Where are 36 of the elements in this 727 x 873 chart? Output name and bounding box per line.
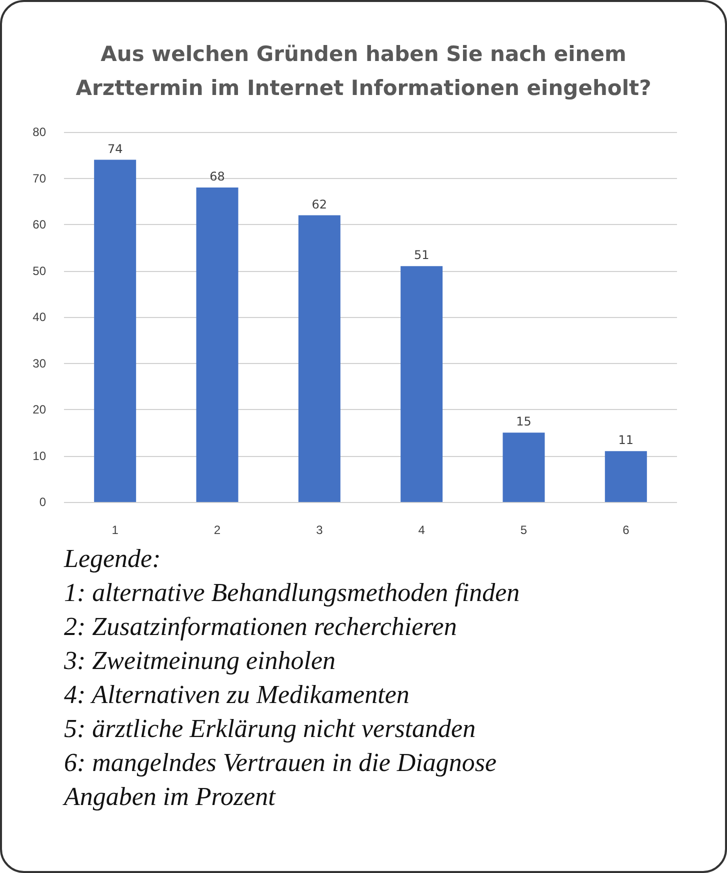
x-tick-label: 4 <box>418 523 426 537</box>
y-tick-label: 80 <box>32 125 46 139</box>
text: Angaben im Prozent <box>64 781 277 813</box>
text: 4: Alternativen zu Medikamenten <box>64 679 410 711</box>
text: Legende: <box>64 543 162 575</box>
y-tick-label: 0 <box>39 495 46 509</box>
data-label: 62 <box>312 197 328 212</box>
text: 3: Zweitmeinung einholen <box>64 645 337 677</box>
x-tick-label: 3 <box>316 523 324 537</box>
chart-title: Aus welchen Gründen haben Sie nach einem Arzttermin im Internet Informationen eingeholt? <box>76 42 652 100</box>
y-tick-label: 20 <box>32 402 46 416</box>
data-label: 51 <box>414 248 430 262</box>
y-tick-label: 60 <box>32 218 46 232</box>
data-label: 15 <box>516 414 532 429</box>
text: 2: Zusatzinformationen recherchieren <box>64 611 458 643</box>
data-label: 11 <box>618 433 634 448</box>
y-tick-label: 30 <box>32 356 46 370</box>
y-tick-label: 70 <box>32 171 46 186</box>
bar <box>604 451 647 502</box>
data-label: 74 <box>107 142 123 156</box>
text: 1: alternative Behandlungsmethoden finden <box>64 577 521 609</box>
bar <box>400 266 443 502</box>
text: 5: ärztliche Erklärung nicht verstanden <box>64 713 477 745</box>
x-tick-label: 6 <box>622 523 630 537</box>
bar <box>196 188 238 502</box>
bar <box>502 432 545 502</box>
y-tick-label: 10 <box>32 448 46 463</box>
data-label: 68 <box>210 170 225 184</box>
x-tick-label: 1 <box>112 523 119 537</box>
y-tick-label: 50 <box>32 264 46 278</box>
bar <box>298 215 340 502</box>
bar <box>94 160 136 502</box>
x-tick-label: 5 <box>520 523 528 537</box>
x-tick-label: 2 <box>214 523 221 537</box>
y-tick-label: 40 <box>32 310 46 324</box>
text: 6: mangelndes Vertrauen in die Diagnose <box>64 747 498 779</box>
